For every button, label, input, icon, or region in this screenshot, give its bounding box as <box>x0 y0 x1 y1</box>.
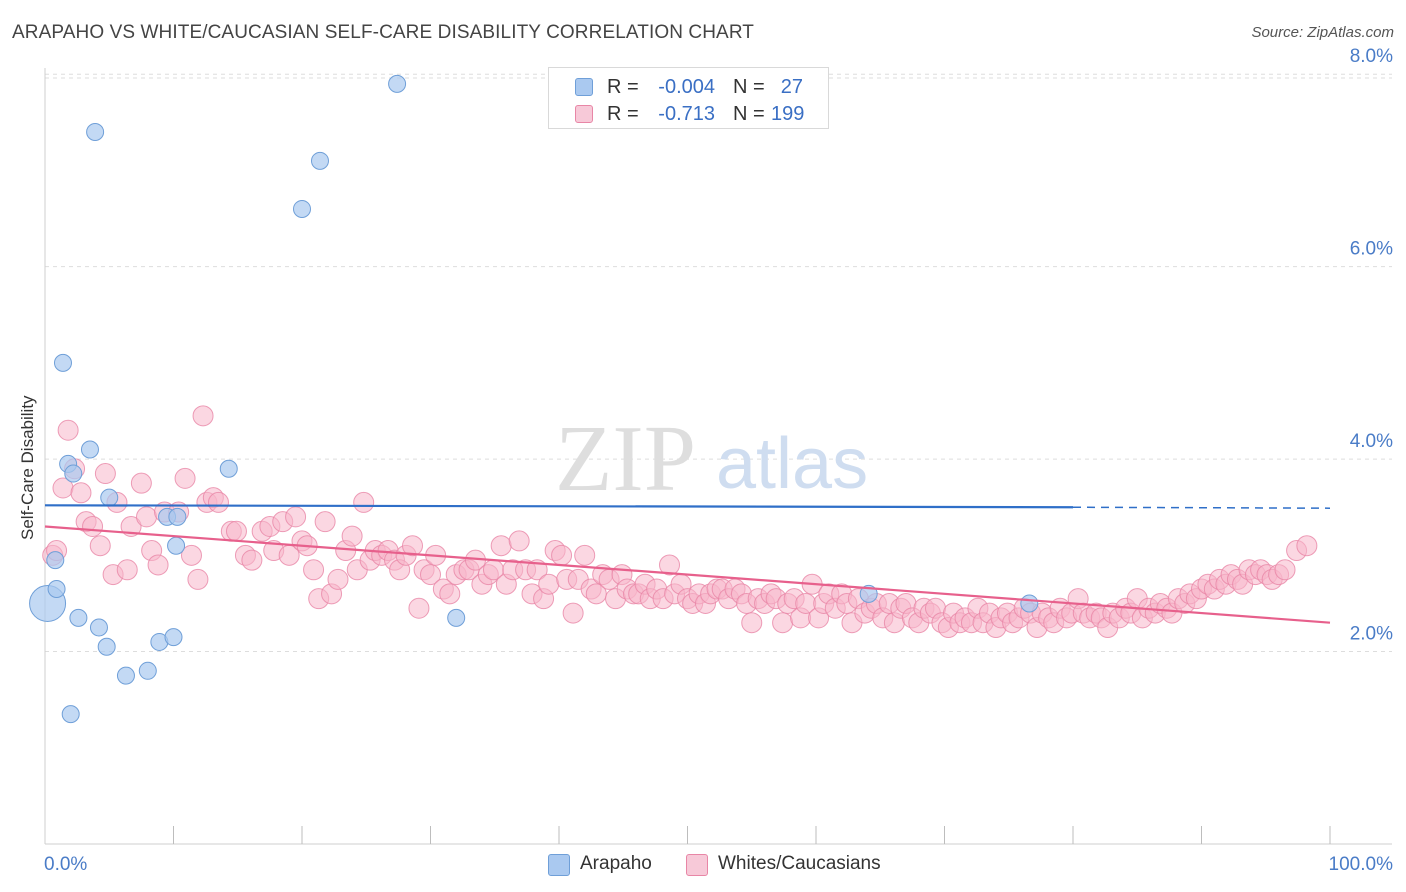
whites-point <box>136 506 158 528</box>
watermark-atlas: atlas <box>716 424 868 504</box>
whites-point <box>1274 559 1296 581</box>
arapaho-point <box>293 199 311 218</box>
whites-swatch <box>575 105 593 123</box>
whites-point <box>741 612 763 634</box>
r-value: -0.004 <box>658 76 715 98</box>
whites-point <box>130 472 152 494</box>
arapaho-point <box>64 464 83 483</box>
arapaho-point <box>138 661 157 680</box>
whites-point <box>490 535 512 557</box>
whites-point <box>408 597 430 619</box>
whites-point <box>772 612 794 634</box>
source-label: Source: ZipAtlas.com <box>1251 24 1394 41</box>
arapaho-point <box>100 488 119 507</box>
whites-point <box>314 511 336 533</box>
r-value: -0.713 <box>658 103 715 125</box>
whites-point <box>341 525 363 547</box>
tick-labels: 2.0% 4.0% 6.0% 8.0% 0.0% 100.0% <box>44 46 1393 875</box>
whites-point <box>82 515 104 537</box>
legend-row-whites: R = -0.713 N = 199 <box>549 99 828 127</box>
watermark: ZIP atlas <box>555 407 868 511</box>
legend-label-whites: Whites/Caucasians <box>718 853 881 874</box>
series-whites-points <box>42 405 1318 639</box>
arapaho-point <box>89 618 108 637</box>
whites-point <box>207 491 229 513</box>
whites-point <box>659 554 681 576</box>
n-value: 199 <box>771 103 805 125</box>
x-tick-label: 100.0% <box>1329 854 1394 875</box>
whites-point <box>538 573 560 595</box>
arapaho-point <box>53 353 72 372</box>
whites-point <box>439 583 461 605</box>
whites-point <box>225 520 247 542</box>
y-tick-label: 4.0% <box>1350 431 1393 452</box>
r-label: R = <box>607 103 639 125</box>
legend-row-arapaho: R = -0.004 N = 27 <box>549 72 828 100</box>
arapaho-point <box>164 628 183 647</box>
whites-point <box>180 544 202 566</box>
whites-point <box>285 506 307 528</box>
arapaho-point <box>447 608 466 627</box>
whites-point <box>241 549 263 571</box>
arapaho-point <box>219 459 238 478</box>
n-label: N = <box>733 76 765 98</box>
n-label: N = <box>733 103 765 125</box>
whites-point <box>89 535 111 557</box>
whites-point <box>327 568 349 590</box>
arapaho-point <box>310 151 329 170</box>
arapaho-point <box>1020 594 1039 613</box>
arapaho-point <box>116 666 135 685</box>
whites-swatch <box>686 854 708 876</box>
whites-point <box>187 568 209 590</box>
arapaho-point <box>86 122 105 141</box>
whites-trend-line <box>44 525 1331 624</box>
arapaho-point <box>859 584 878 603</box>
whites-point <box>70 482 92 504</box>
r-label: R = <box>607 76 639 98</box>
arapaho-point <box>46 551 65 570</box>
arapaho-swatch <box>575 78 593 96</box>
axes <box>44 68 1392 845</box>
arapaho-point <box>47 580 66 599</box>
whites-point <box>116 559 138 581</box>
n-value: 27 <box>780 76 803 98</box>
arapaho-point <box>168 507 187 526</box>
whites-point <box>1296 535 1318 557</box>
trend-lines <box>44 504 1331 624</box>
series-arapaho-points <box>29 74 1039 724</box>
whites-point <box>508 530 530 552</box>
arapaho-trend-extension <box>1072 506 1331 509</box>
series-legend: Arapaho Whites/Caucasians <box>0 852 1406 878</box>
arapaho-point <box>61 705 80 724</box>
arapaho-swatch <box>548 854 570 876</box>
arapaho-point <box>167 536 186 555</box>
whites-point <box>174 467 196 489</box>
watermark-zip: ZIP <box>555 407 696 511</box>
chart-title: ARAPAHO VS WHITE/CAUCASIAN SELF-CARE DIS… <box>12 22 755 43</box>
y-tick-label: 6.0% <box>1350 239 1393 260</box>
whites-point <box>147 554 169 576</box>
whites-point <box>303 559 325 581</box>
whites-point <box>192 405 214 427</box>
y-tick-label: 8.0% <box>1350 46 1393 67</box>
arapaho-trend-line <box>44 504 1074 509</box>
legend-label-arapaho: Arapaho <box>580 853 652 874</box>
whites-point <box>353 491 375 513</box>
whites-point <box>94 463 116 485</box>
whites-point <box>57 419 79 441</box>
arapaho-point <box>80 440 99 459</box>
y-tick-label: 2.0% <box>1350 624 1393 645</box>
arapaho-point <box>388 74 407 93</box>
arapaho-point <box>97 637 116 656</box>
correlation-legend: R = -0.004 N = 27 R = -0.713 N = 199 <box>548 67 829 129</box>
x-tick-label: 0.0% <box>44 854 87 875</box>
whites-point <box>551 544 573 566</box>
whites-point <box>420 564 441 586</box>
arapaho-point <box>69 608 88 627</box>
whites-point <box>574 544 596 566</box>
whites-point <box>562 602 584 624</box>
whites-point <box>402 535 424 557</box>
